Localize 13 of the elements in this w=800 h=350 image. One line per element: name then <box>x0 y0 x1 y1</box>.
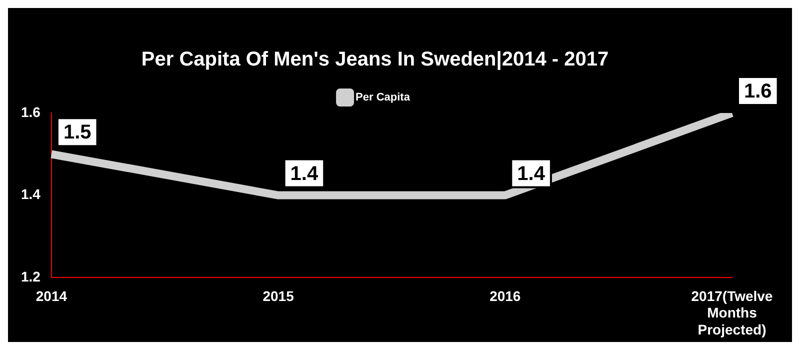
y-tick-label: 1.6 <box>20 104 41 120</box>
x-tick-label: 2014 <box>36 288 68 304</box>
x-tick-label: 2017(Twelve Months Projected) <box>691 288 773 338</box>
data-label: 1.4 <box>290 162 319 185</box>
data-label: 1.5 <box>63 122 92 144</box>
x-tick-label: 2016 <box>490 288 521 304</box>
data-label: 1.4 <box>517 162 546 185</box>
data-label: 1.6 <box>744 80 772 103</box>
chart-title: Per Capita Of Men's Jeans In Sweden|2014 - 2017 <box>141 48 609 71</box>
y-tick-label: 1.2 <box>20 268 41 284</box>
legend-label: Per Capita <box>356 92 411 104</box>
x-tick-label: 2015 <box>262 288 294 304</box>
y-tick-label: 1.4 <box>20 186 41 202</box>
